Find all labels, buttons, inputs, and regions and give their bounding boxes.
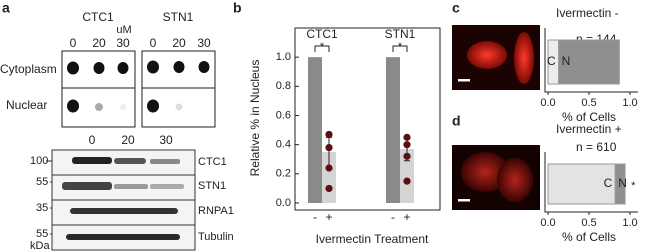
band-label: RNPA1 [198, 205, 234, 217]
sig-label: * [398, 41, 403, 53]
axes [544, 28, 638, 93]
band-label: Tubulin [198, 231, 234, 243]
panel-label: a [2, 0, 10, 16]
dots [67, 60, 210, 113]
sig-bracket [314, 45, 330, 52]
conc-label: 20 [172, 36, 186, 50]
conc-label: 0 [150, 36, 157, 50]
bar-segment [614, 163, 626, 205]
sig-label: * [631, 180, 636, 192]
conc-label: 30 [116, 36, 130, 50]
category-label: STN1 [385, 27, 416, 41]
y-axis-label: Relative % in Nucleus [248, 60, 262, 177]
segment-label: C [604, 176, 613, 190]
conc-label: 0 [89, 133, 96, 147]
marker-label: 100 [30, 155, 48, 167]
data-point [403, 141, 411, 149]
unit-label: uM [116, 24, 131, 36]
bar [386, 57, 400, 203]
group-label: STN1 [163, 10, 194, 24]
x-axis-label: % of Cells [562, 110, 616, 124]
x-tick-label: 0.0 [540, 217, 555, 229]
segment-label: C [547, 54, 556, 68]
micrograph [452, 25, 540, 210]
data-point [325, 130, 333, 139]
y-tick-label: 1.0 [276, 51, 291, 63]
marker-label: 55 [36, 228, 48, 240]
x-tick-label: - [313, 210, 317, 224]
blot-frame [61, 50, 216, 128]
data-point [403, 133, 411, 141]
data-point [325, 143, 333, 152]
axes [544, 152, 638, 213]
panel-label: c [452, 0, 460, 16]
x-axis-label: Ivermectin Treatment [316, 232, 429, 246]
conc-label: 20 [92, 36, 106, 50]
y-tick-label: 0.4 [276, 139, 291, 151]
data-point [325, 184, 333, 193]
x-axis-label: % of Cells [562, 230, 616, 244]
segment-label: N [562, 54, 571, 68]
data-point [403, 177, 411, 185]
conc-label: 30 [197, 36, 211, 50]
chart-title: Ivermectin + [556, 122, 622, 136]
x-tick-label: + [325, 210, 332, 224]
y-tick-label: 0.0 [276, 197, 291, 209]
chart-title: Ivermectin - [556, 6, 619, 20]
x-tick-label: 0.5 [581, 97, 596, 109]
plot-frame [294, 27, 441, 211]
x-tick-label: - [391, 210, 395, 224]
row-label: Cytoplasm [0, 62, 57, 76]
row-label: Nuclear [6, 98, 47, 112]
conc-label: 0 [70, 36, 77, 50]
sig-bracket [392, 45, 408, 52]
bar [308, 57, 322, 203]
x-tick-label: + [403, 210, 410, 224]
bar [400, 149, 414, 203]
segment-label: N [618, 176, 627, 190]
band-label: STN1 [198, 180, 226, 192]
panel-label: b [233, 0, 242, 16]
western-bands [51, 149, 196, 251]
category-label: CTC1 [306, 27, 338, 41]
y-tick-label: 0.6 [276, 109, 291, 121]
x-tick-label: 1.0 [622, 217, 637, 229]
conc-label: 30 [159, 133, 173, 147]
y-tick-label: 0.8 [276, 80, 291, 92]
marker-label: 55 [36, 176, 48, 188]
group-label: CTC1 [82, 10, 114, 24]
y-tick-label: 0.2 [276, 168, 291, 180]
bar [322, 151, 336, 203]
conc-label: 20 [121, 133, 135, 147]
n-label: n = 610 [576, 140, 617, 154]
sig-label: * [320, 41, 325, 53]
marker-label: 35 [36, 202, 48, 214]
band-label: CTC1 [198, 156, 227, 168]
x-tick-label: 1.0 [622, 97, 637, 109]
marker-unit: kDa [30, 240, 50, 252]
data-point [403, 152, 411, 160]
marker-ticks [46, 160, 52, 235]
data-point [325, 164, 333, 172]
x-tick-label: 0.5 [581, 217, 596, 229]
panel-label: d [452, 113, 461, 129]
bar-segment [558, 39, 620, 85]
x-tick-label: 0.0 [540, 97, 555, 109]
